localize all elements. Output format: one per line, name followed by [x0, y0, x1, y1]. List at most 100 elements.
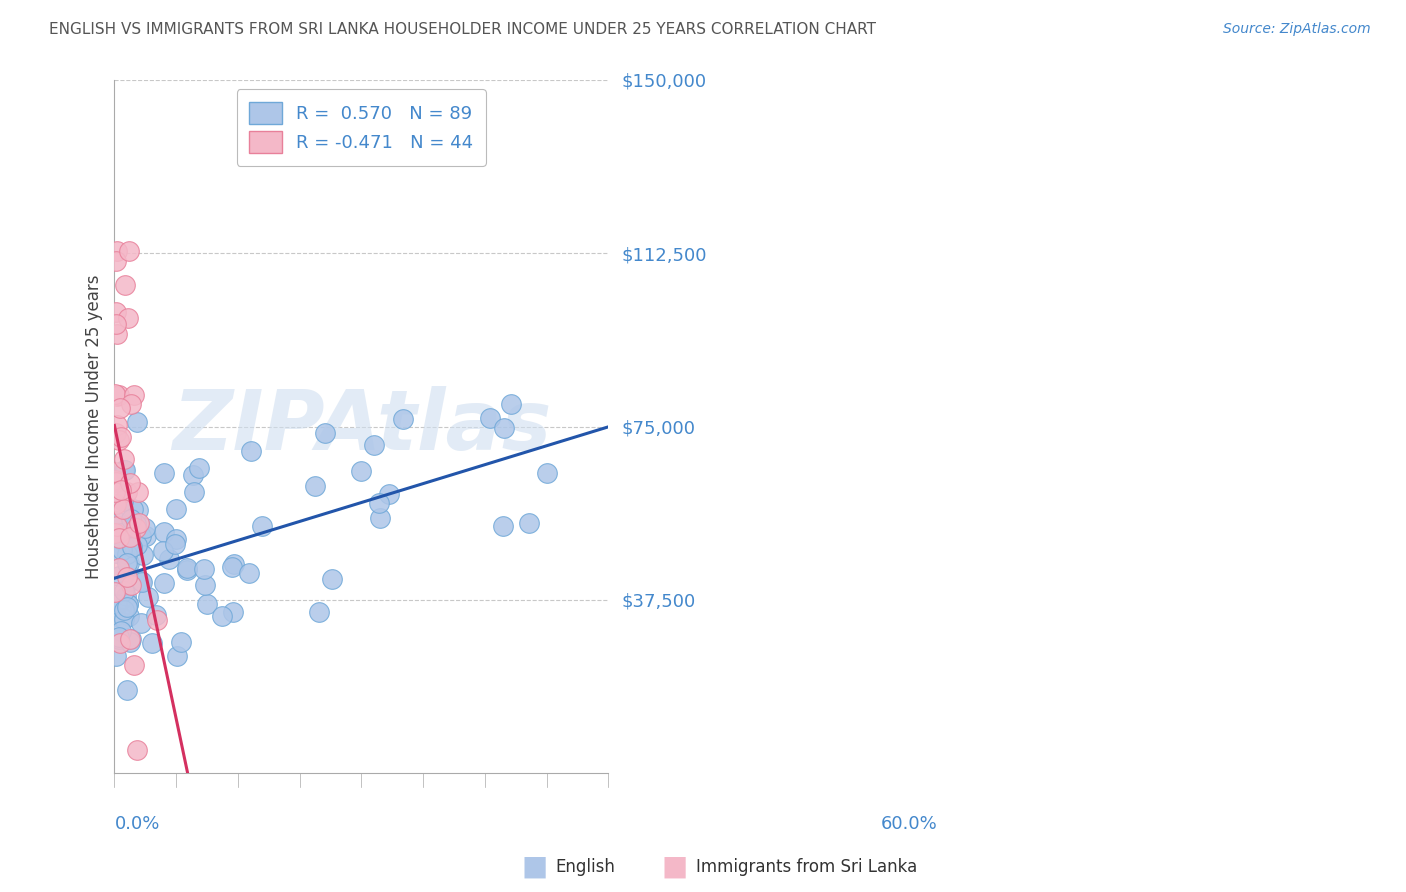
Point — [118, 244, 141, 258]
Point — [117, 311, 139, 326]
Point — [478, 410, 501, 425]
Point — [108, 568, 131, 582]
Point — [350, 464, 373, 478]
Point — [107, 531, 129, 545]
Point — [501, 397, 523, 411]
Point — [105, 597, 128, 611]
Point — [115, 683, 138, 698]
Point — [125, 743, 148, 757]
Point — [111, 543, 134, 558]
Text: ■: ■ — [662, 853, 688, 881]
Point — [104, 473, 127, 487]
Point — [104, 584, 127, 599]
Point — [250, 519, 273, 533]
Point — [104, 546, 127, 560]
Point — [105, 388, 128, 402]
Point — [118, 530, 141, 544]
Text: Source: ZipAtlas.com: Source: ZipAtlas.com — [1223, 22, 1371, 37]
Point — [141, 636, 163, 650]
Point — [153, 467, 176, 481]
Point — [105, 244, 128, 259]
Point — [104, 497, 127, 511]
Point — [170, 635, 193, 649]
Point — [112, 583, 135, 598]
Point — [118, 608, 141, 623]
Point — [120, 396, 142, 410]
Point — [536, 466, 558, 480]
Point — [494, 421, 516, 435]
Point — [104, 484, 127, 499]
Point — [183, 484, 205, 499]
Point — [152, 543, 174, 558]
Point — [368, 511, 391, 525]
Point — [112, 612, 135, 626]
Point — [211, 609, 233, 624]
Point — [115, 589, 138, 603]
Point — [122, 388, 145, 402]
Point — [195, 597, 218, 611]
Point — [118, 557, 141, 571]
Point — [222, 605, 245, 619]
Point — [132, 548, 155, 562]
Point — [115, 556, 138, 570]
Point — [129, 615, 152, 630]
Point — [120, 574, 142, 588]
Point — [105, 327, 128, 342]
Point — [112, 603, 135, 617]
Point — [104, 609, 127, 624]
Point — [112, 451, 135, 466]
Point — [187, 461, 209, 475]
Point — [104, 386, 127, 401]
Point — [120, 577, 142, 591]
Point — [110, 600, 132, 615]
Point — [115, 599, 138, 614]
Text: 0.0%: 0.0% — [114, 814, 160, 833]
Point — [492, 519, 515, 533]
Text: 60.0%: 60.0% — [880, 814, 938, 833]
Point — [159, 551, 181, 566]
Point — [165, 501, 187, 516]
Point — [165, 532, 187, 546]
Text: Immigrants from Sri Lanka: Immigrants from Sri Lanka — [696, 858, 917, 876]
Point — [110, 624, 132, 639]
Point — [105, 514, 128, 528]
Point — [108, 632, 131, 646]
Point — [112, 494, 135, 508]
Point — [131, 575, 153, 590]
Point — [114, 463, 136, 477]
Point — [105, 518, 128, 533]
Text: English: English — [555, 858, 616, 876]
Point — [134, 521, 156, 535]
Point — [105, 305, 128, 319]
Legend: R =  0.570   N = 89, R = -0.471   N = 44: R = 0.570 N = 89, R = -0.471 N = 44 — [236, 89, 486, 166]
Point — [105, 475, 128, 489]
Point — [122, 502, 145, 516]
Point — [165, 537, 187, 551]
Point — [114, 278, 136, 293]
Point — [181, 468, 204, 483]
Point — [110, 483, 132, 498]
Point — [517, 516, 540, 530]
Point — [308, 605, 330, 619]
Point — [129, 574, 152, 588]
Point — [176, 563, 198, 577]
Point — [120, 632, 142, 647]
Point — [117, 597, 139, 611]
Point — [127, 485, 149, 500]
Text: ZIPAtlas: ZIPAtlas — [172, 386, 551, 467]
Point — [193, 562, 215, 576]
Point — [129, 529, 152, 543]
Point — [392, 411, 415, 425]
Point — [111, 502, 134, 516]
Point — [108, 636, 131, 650]
Point — [122, 657, 145, 672]
Point — [117, 547, 139, 561]
Point — [128, 516, 150, 530]
Point — [135, 529, 157, 543]
Point — [127, 503, 149, 517]
Text: ■: ■ — [522, 853, 547, 881]
Point — [238, 566, 260, 580]
Text: ENGLISH VS IMMIGRANTS FROM SRI LANKA HOUSEHOLDER INCOME UNDER 25 YEARS CORRELATI: ENGLISH VS IMMIGRANTS FROM SRI LANKA HOU… — [49, 22, 876, 37]
Point — [108, 561, 131, 575]
Point — [377, 487, 399, 501]
